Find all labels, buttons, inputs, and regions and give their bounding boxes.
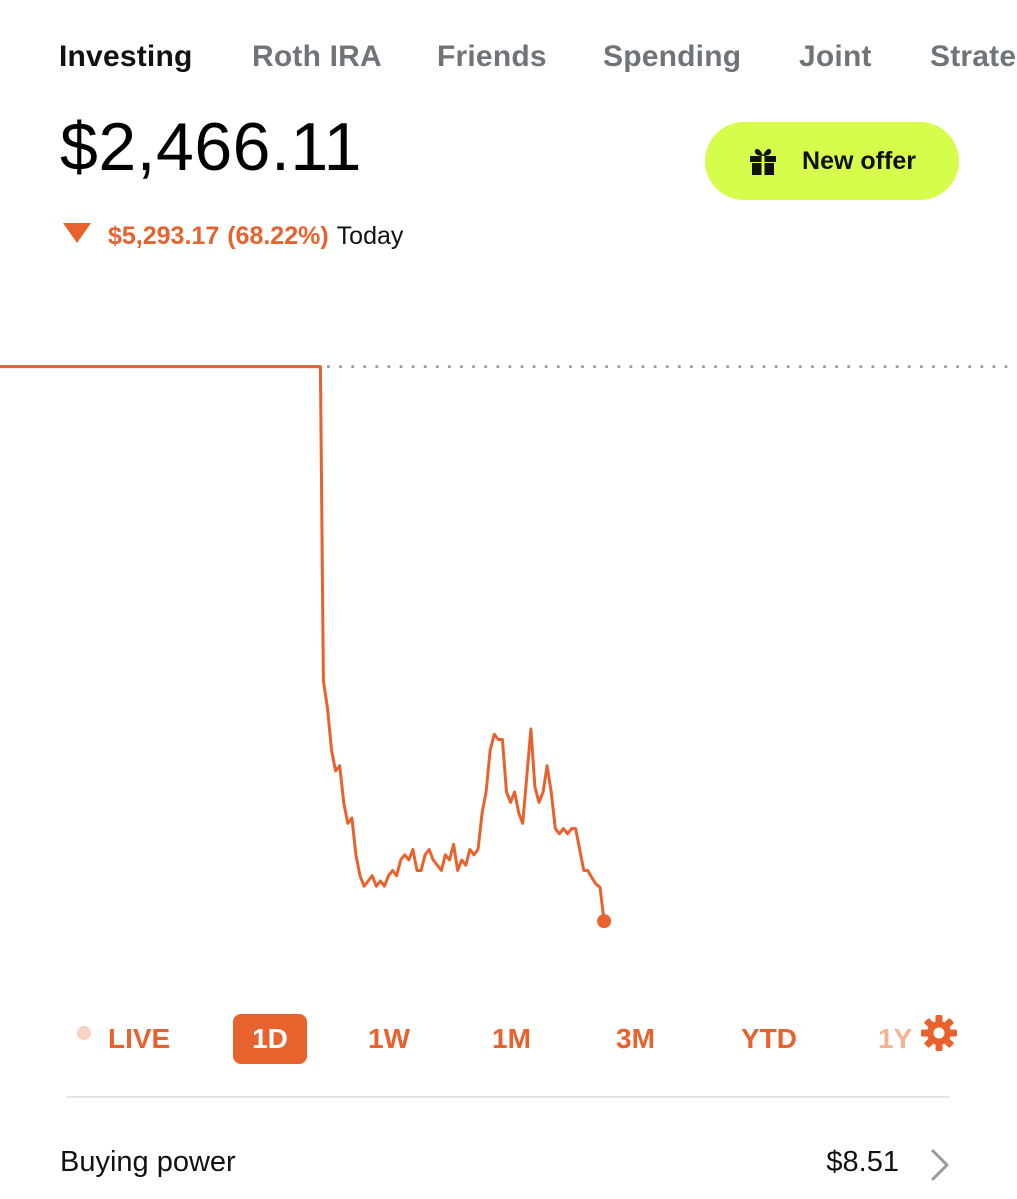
triangle-down-icon bbox=[62, 221, 92, 252]
series-line bbox=[0, 365, 606, 922]
range-1y[interactable]: 1Y bbox=[878, 1023, 913, 1054]
range-3m[interactable]: 3M bbox=[616, 1023, 655, 1054]
tab-roth-ira[interactable]: Roth IRA bbox=[252, 40, 382, 73]
chevron-right-icon bbox=[929, 1148, 951, 1187]
portfolio-balance: $2,466.11 bbox=[60, 109, 362, 185]
change-amount: $5,293.17 bbox=[108, 221, 220, 250]
portfolio-chart[interactable] bbox=[0, 280, 1017, 1000]
range-1m[interactable]: 1M bbox=[492, 1023, 531, 1054]
time-range-selector: LIVE 1D 1W 1M 3M YTD 1Y bbox=[0, 1006, 1017, 1066]
change-percent: (68.22%) bbox=[227, 221, 329, 250]
live-indicator-dot bbox=[77, 1026, 91, 1040]
tab-spending[interactable]: Spending bbox=[603, 40, 742, 73]
change-period: Today bbox=[336, 221, 404, 250]
new-offer-label: New offer bbox=[802, 146, 916, 175]
buying-power-row[interactable]: Buying power $8.51 bbox=[60, 1138, 955, 1192]
current-point bbox=[597, 914, 612, 929]
account-tabs: Investing Roth IRA Friends Spending Join… bbox=[0, 0, 1017, 100]
new-offer-button[interactable]: New offer bbox=[705, 122, 959, 200]
divider bbox=[67, 1096, 949, 1098]
range-ytd[interactable]: YTD bbox=[741, 1023, 797, 1054]
tab-friends[interactable]: Friends bbox=[437, 40, 547, 73]
range-live[interactable]: LIVE bbox=[108, 1023, 171, 1054]
tab-strategies[interactable]: Strate bbox=[930, 40, 1017, 73]
range-1d[interactable]: 1D bbox=[233, 1014, 307, 1064]
tab-joint[interactable]: Joint bbox=[799, 40, 872, 73]
buying-power-value: $8.51 bbox=[826, 1146, 899, 1178]
gear-icon[interactable] bbox=[920, 1014, 958, 1052]
tab-investing[interactable]: Investing bbox=[59, 40, 193, 73]
buying-power-label: Buying power bbox=[60, 1146, 236, 1178]
daily-change: $5,293.17 (68.22%) Today bbox=[62, 216, 403, 256]
range-1w[interactable]: 1W bbox=[368, 1023, 410, 1054]
gift-icon bbox=[748, 146, 778, 176]
